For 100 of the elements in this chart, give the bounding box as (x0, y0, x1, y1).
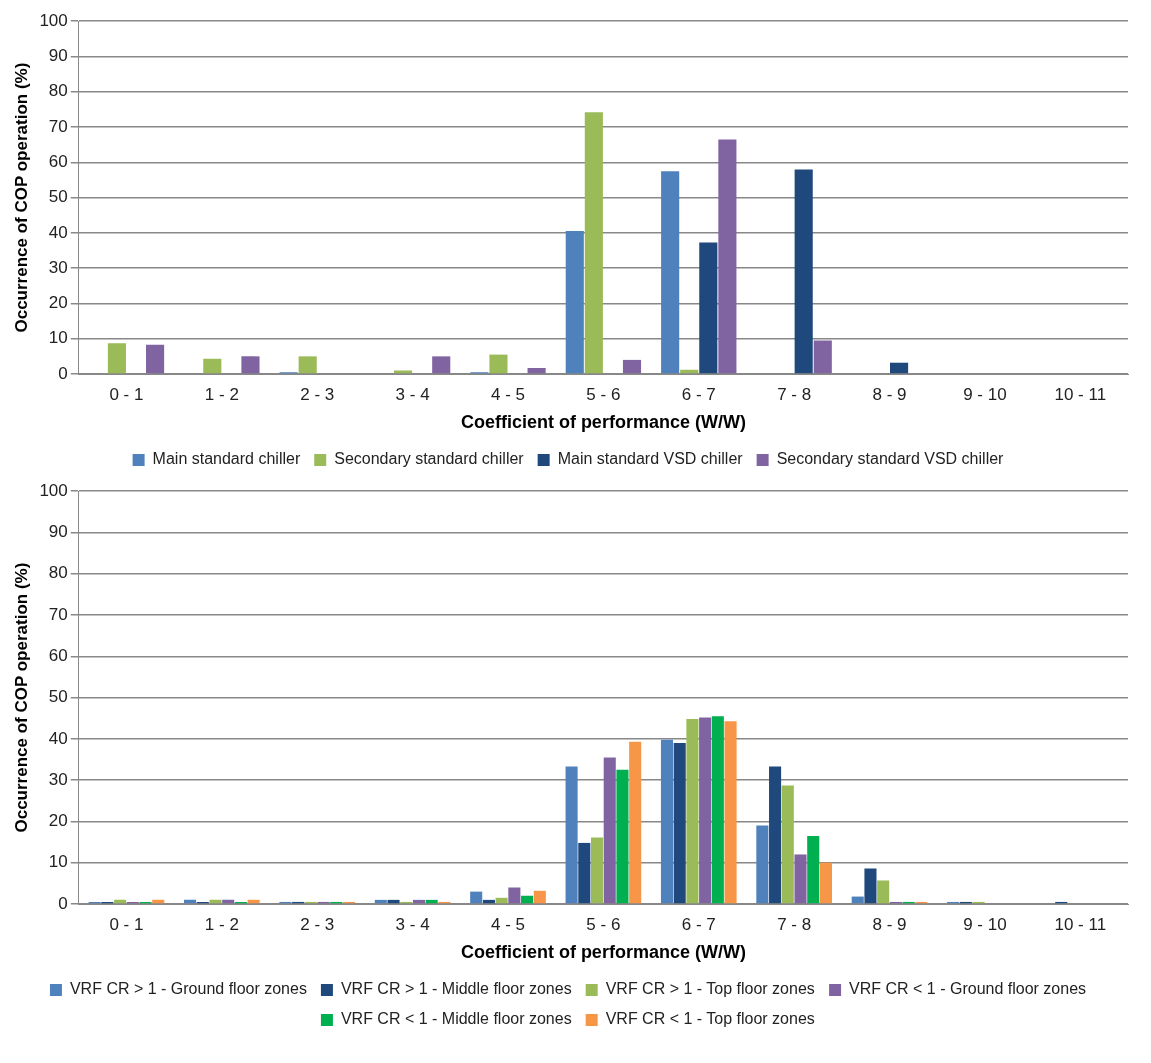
x-tick-label: 0 - 1 (109, 384, 144, 404)
x-tick-label: 10 - 11 (1054, 384, 1107, 404)
bar (673, 743, 686, 904)
bar (527, 368, 546, 374)
legend-label: VRF CR > 1 - Top floor zones (605, 980, 815, 998)
x-tick-label: 8 - 9 (872, 914, 907, 934)
y-tick-label: 0 (58, 893, 68, 913)
bar (209, 899, 222, 904)
legend-label: Secondary standard chiller (334, 450, 525, 468)
bar (432, 356, 451, 374)
legend-label: VRF CR > 1 - Ground floor zones (69, 980, 307, 998)
legend-label: Main standard VSD chiller (557, 450, 744, 468)
bar (629, 741, 642, 904)
y-axis-title: Occurrence of COP operation (%) (11, 62, 31, 333)
bar (718, 139, 737, 374)
bar (781, 785, 794, 904)
x-tick-label: 9 - 10 (963, 384, 1007, 404)
x-tick-label: 7 - 8 (777, 384, 812, 404)
x-tick-label: 9 - 10 (963, 914, 1007, 934)
y-tick-label: 10 (48, 328, 68, 348)
y-tick-label: 40 (48, 222, 68, 242)
x-tick-label: 8 - 9 (872, 384, 907, 404)
bar (565, 231, 584, 374)
x-tick-label: 7 - 8 (777, 914, 812, 934)
bar (864, 868, 877, 904)
y-tick-label: 70 (48, 604, 68, 624)
bar (241, 356, 260, 374)
bar (584, 112, 603, 374)
bar (203, 358, 222, 374)
bar (769, 766, 782, 904)
bar (724, 721, 737, 904)
bar (711, 716, 724, 904)
x-tick-label: 0 - 1 (109, 914, 144, 934)
bar (394, 370, 413, 374)
y-tick-label: 10 (48, 852, 68, 872)
bar (660, 739, 674, 904)
y-tick-label: 30 (48, 769, 68, 789)
y-tick-label: 20 (48, 293, 68, 313)
bar (813, 340, 832, 374)
bar (521, 895, 534, 904)
x-tick-label: 5 - 6 (586, 384, 621, 404)
bar (565, 766, 578, 904)
y-tick-label: 20 (48, 811, 68, 831)
bar (590, 837, 604, 904)
bar (387, 899, 400, 904)
x-axis-title: Coefficient of performance (W/W) (460, 942, 746, 963)
bar (661, 171, 680, 374)
bar (508, 887, 521, 904)
x-tick-label: 5 - 6 (586, 914, 621, 934)
y-axis-title: Occurrence of COP operation (%) (11, 562, 31, 833)
y-tick-label: 40 (48, 728, 68, 748)
legend-label: VRF CR > 1 - Middle floor zones (340, 980, 572, 998)
bar (819, 862, 832, 904)
y-tick-label: 60 (48, 646, 68, 666)
y-tick-label: 100 (39, 10, 68, 30)
x-tick-label: 2 - 3 (300, 914, 335, 934)
x-tick-label: 3 - 4 (395, 914, 430, 934)
bar (890, 362, 909, 374)
bar (470, 891, 483, 904)
bar (107, 343, 126, 374)
x-tick-label: 6 - 7 (681, 914, 716, 934)
y-tick-label: 90 (48, 522, 68, 542)
bar (699, 717, 712, 904)
bar (578, 842, 591, 904)
bar (877, 880, 890, 904)
legend-label: VRF CR < 1 - Top floor zones (605, 1010, 815, 1028)
bar (489, 354, 508, 374)
y-tick-label: 50 (48, 187, 68, 207)
bar (756, 825, 769, 904)
x-tick-label: 4 - 5 (490, 384, 526, 404)
x-tick-label: 4 - 5 (490, 914, 526, 934)
y-tick-label: 100 (39, 480, 68, 500)
bar (622, 359, 642, 374)
legend-label: VRF CR < 1 - Middle floor zones (340, 1010, 572, 1028)
y-tick-label: 60 (48, 152, 68, 172)
y-tick-label: 90 (48, 46, 68, 66)
x-tick-label: 1 - 2 (204, 914, 239, 934)
bar (533, 890, 546, 904)
bar (603, 757, 616, 904)
bar (146, 344, 165, 374)
bar (686, 719, 699, 904)
bar (495, 897, 508, 904)
y-tick-label: 70 (48, 116, 68, 136)
y-tick-label: 50 (48, 687, 68, 707)
y-tick-label: 80 (48, 81, 68, 101)
legend-label: Secondary standard VSD chiller (776, 450, 1005, 468)
x-tick-label: 1 - 2 (204, 384, 239, 404)
bar (794, 854, 807, 904)
y-tick-label: 30 (48, 257, 68, 277)
x-tick-label: 3 - 4 (395, 384, 430, 404)
y-tick-label: 80 (48, 563, 68, 583)
bar (794, 169, 813, 374)
y-tick-label: 0 (58, 363, 68, 383)
bar (699, 242, 718, 374)
bar (616, 769, 629, 904)
bar (298, 356, 317, 374)
legend-label: VRF CR < 1 - Ground floor zones (849, 980, 1087, 998)
legend-label: Main standard chiller (152, 450, 301, 468)
x-tick-label: 10 - 11 (1054, 914, 1107, 934)
x-axis-title: Coefficient of performance (W/W) (460, 412, 746, 433)
